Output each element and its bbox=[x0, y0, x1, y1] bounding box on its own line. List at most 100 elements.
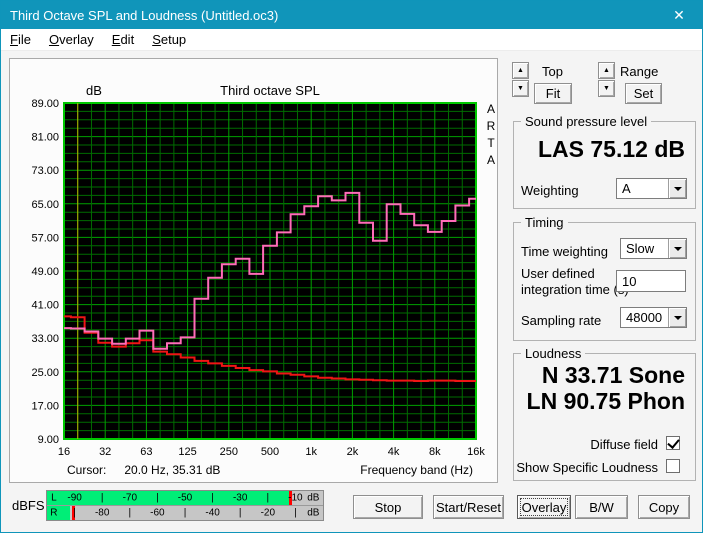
meter-scale-label: dB bbox=[307, 492, 320, 504]
weighting-value: A bbox=[622, 181, 631, 196]
y-tick-label: 41.00 bbox=[31, 300, 59, 312]
meter-scale-label: L bbox=[51, 492, 57, 504]
spl-chart[interactable]: 89.00 81.00 73.00 65.00 57.00 49.00 41.00 33.00… bbox=[10, 59, 497, 482]
meter-row-R: R | -80 | -60 | -40 | -20 | dB bbox=[47, 506, 323, 520]
meter-scale-label: R bbox=[50, 507, 58, 519]
series-third-octave-spl bbox=[64, 191, 476, 350]
overlay-button[interactable]: Overlay bbox=[517, 495, 571, 519]
meter-scale-label: | bbox=[73, 507, 76, 519]
meter-scale-label: | bbox=[238, 507, 242, 519]
meter-scale-label: -90 bbox=[67, 492, 82, 504]
show-specific-loudness-checkbox[interactable] bbox=[666, 459, 680, 473]
down-arrow-icon: ▼ bbox=[603, 85, 610, 92]
chevron-down-icon bbox=[673, 246, 682, 251]
title-bar[interactable]: Third Octave SPL and Loudness (Untitled.… bbox=[1, 1, 702, 29]
level-meter: L -90 | -70 | -50 | -30 | -10 dB R | -80 | -60 | -40 | -20 |… bbox=[46, 490, 324, 521]
meter-scale-label: -20 bbox=[260, 507, 276, 519]
integration-time-label-line2: integration time (s) bbox=[521, 282, 629, 297]
spl-group-title: Sound pressure level bbox=[521, 114, 652, 129]
weighting-label: Weighting bbox=[521, 183, 579, 198]
meter-scale-label: | bbox=[128, 507, 132, 519]
sampling-rate-dropdown[interactable]: 48000 bbox=[620, 307, 687, 328]
down-arrow-icon: ▼ bbox=[517, 85, 524, 92]
x-tick-label: 63 bbox=[140, 446, 152, 458]
loudness-phon-value: LN 90.75 Phon bbox=[526, 388, 685, 414]
timing-group: Timing Time weighting Slow User defined … bbox=[513, 215, 696, 341]
fit-button[interactable]: Fit bbox=[534, 83, 572, 104]
range-up-button[interactable]: ▲ bbox=[598, 62, 615, 79]
time-weighting-label: Time weighting bbox=[521, 244, 608, 259]
meter-scale-label: -30 bbox=[232, 492, 248, 504]
time-weighting-value: Slow bbox=[626, 241, 655, 256]
x-tick-label: 16 bbox=[58, 446, 70, 458]
y-tick-label: 89.00 bbox=[31, 98, 59, 110]
diffuse-field-checkbox[interactable] bbox=[666, 436, 680, 450]
start-reset-button[interactable]: Start/Reset bbox=[433, 495, 504, 519]
spl-group: Sound pressure level LAS 75.12 dB Weight… bbox=[513, 114, 696, 209]
loudness-group-title: Loudness bbox=[521, 346, 586, 361]
window-title: Third Octave SPL and Loudness (Untitled.… bbox=[10, 7, 279, 23]
dropdown-button[interactable] bbox=[668, 308, 686, 327]
meter-peak-indicator bbox=[71, 506, 75, 520]
meter-scale-label: | bbox=[211, 492, 214, 504]
x-tick-label: 1k bbox=[305, 446, 317, 458]
range-label: Range bbox=[620, 64, 659, 79]
x-tick-label: 250 bbox=[220, 446, 238, 458]
x-axis-label: Frequency band (Hz) bbox=[360, 463, 473, 477]
meter-scale-label: | bbox=[100, 492, 104, 504]
y-tick-label: 57.00 bbox=[31, 232, 59, 244]
spl-value: LAS 75.12 dB bbox=[538, 136, 685, 162]
weighting-dropdown[interactable]: A bbox=[616, 178, 687, 199]
y-tick-label: 49.00 bbox=[31, 266, 59, 278]
y-tick-label: 33.00 bbox=[31, 333, 59, 345]
meter-row-L: L -90 | -70 | -50 | -30 | -10 dB bbox=[47, 491, 323, 505]
dbfs-label: dBFS bbox=[12, 498, 45, 513]
x-tick-label: 32 bbox=[99, 446, 111, 458]
range-down-button[interactable]: ▼ bbox=[598, 80, 615, 97]
dropdown-button[interactable] bbox=[668, 239, 686, 258]
dropdown-button[interactable] bbox=[668, 179, 686, 198]
top-down-button[interactable]: ▼ bbox=[512, 80, 529, 97]
meter-scale-label: | bbox=[266, 492, 270, 504]
loudness-sone-value: N 33.71 Sone bbox=[541, 362, 685, 388]
top-label: Top bbox=[542, 64, 563, 79]
y-tick-label: 73.00 bbox=[31, 165, 59, 177]
meter-scale-label: -80 bbox=[94, 507, 110, 519]
meter-scale-label: -60 bbox=[150, 507, 165, 519]
show-specific-loudness-label: Show Specific Loudness bbox=[516, 460, 658, 475]
meter-scale-label: | bbox=[294, 507, 297, 519]
x-tick-label: 2k bbox=[347, 446, 359, 458]
meter-bar bbox=[47, 491, 289, 505]
stop-button[interactable]: Stop bbox=[353, 495, 423, 519]
copy-button[interactable]: Copy bbox=[638, 495, 690, 519]
y-tick-label: 17.00 bbox=[31, 400, 59, 412]
set-button[interactable]: Set bbox=[625, 83, 662, 104]
diffuse-field-label: Diffuse field bbox=[590, 437, 658, 452]
meter-scale-label: -70 bbox=[122, 492, 138, 504]
chart-title: Third octave SPL bbox=[220, 83, 320, 98]
meter-scale-label: -50 bbox=[177, 492, 193, 504]
x-tick-label: 125 bbox=[178, 446, 196, 458]
chevron-down-icon bbox=[673, 186, 682, 191]
x-tick-label: 500 bbox=[261, 446, 279, 458]
x-tick-label: 16k bbox=[467, 446, 485, 458]
chevron-down-icon bbox=[673, 315, 682, 320]
integration-time-input[interactable]: 10 bbox=[616, 270, 686, 292]
y-tick-label: 9.00 bbox=[38, 434, 59, 446]
close-icon[interactable]: ✕ bbox=[673, 6, 685, 23]
top-up-button[interactable]: ▲ bbox=[512, 62, 529, 79]
bw-button[interactable]: B/W bbox=[575, 495, 628, 519]
cursor-readout: Cursor: 20.0 Hz, 35.31 dB bbox=[67, 463, 220, 477]
loudness-group: Loudness N 33.71 Sone LN 90.75 Phon Diff… bbox=[513, 346, 696, 481]
time-weighting-dropdown[interactable]: Slow bbox=[620, 238, 687, 259]
x-tick-label: 4k bbox=[388, 446, 400, 458]
meter-scale-label: | bbox=[156, 492, 159, 504]
y-tick-label: 65.00 bbox=[31, 199, 59, 211]
cursor-value: 20.0 Hz, 35.31 dB bbox=[124, 463, 221, 477]
